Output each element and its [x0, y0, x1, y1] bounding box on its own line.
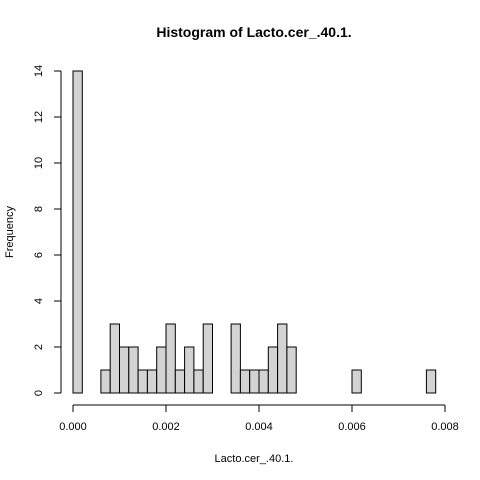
histogram-bar	[193, 369, 204, 394]
histogram-bar	[137, 369, 148, 394]
histogram-bar	[267, 346, 279, 394]
x-tick-label: 0.006	[338, 421, 366, 433]
x-axis: 0.000 0.002 0.004 0.006 0.008	[59, 404, 459, 433]
y-tick-label: 2	[33, 344, 45, 350]
y-axis-label: Frequency	[4, 206, 16, 258]
histogram-bar	[258, 369, 269, 394]
histogram-bar	[239, 369, 251, 394]
histogram-bar	[156, 346, 167, 394]
histogram-bar	[128, 346, 139, 394]
histogram-bar	[277, 323, 288, 394]
y-tick-label: 8	[33, 206, 45, 212]
histogram-bar	[119, 346, 130, 394]
x-tick-label: 0.000	[59, 421, 87, 433]
histogram-bar	[249, 369, 260, 394]
y-tick-label: 6	[33, 252, 45, 258]
histogram-bar	[230, 323, 241, 394]
histogram-bar	[351, 369, 362, 394]
chart-title: Histogram of Lacto.cer_.40.1.	[156, 24, 351, 40]
y-tick-label: 10	[33, 157, 45, 169]
x-tick-label: 0.008	[431, 421, 459, 433]
y-tick-label: 4	[33, 298, 45, 304]
histogram-bar	[72, 70, 83, 394]
histogram-bar	[425, 369, 437, 394]
histogram-bar	[109, 323, 120, 394]
x-tick-label: 0.002	[152, 421, 180, 433]
y-tick-label: 0	[33, 390, 45, 396]
histogram-bar	[286, 346, 297, 394]
x-axis-label: Lacto.cer_.40.1.	[215, 453, 294, 465]
bars-group	[72, 70, 437, 394]
histogram-bar	[202, 323, 213, 394]
histogram-bar	[146, 369, 158, 394]
y-axis: 0 2 4 6 8 10 12 14	[33, 65, 62, 396]
histogram-bar	[174, 369, 186, 394]
x-tick-label: 0.004	[245, 421, 273, 433]
histogram-bar	[100, 369, 111, 394]
y-tick-label: 14	[33, 65, 45, 77]
y-tick-label: 12	[33, 111, 45, 123]
histogram-bar	[184, 346, 195, 394]
histogram-bar	[165, 323, 176, 394]
